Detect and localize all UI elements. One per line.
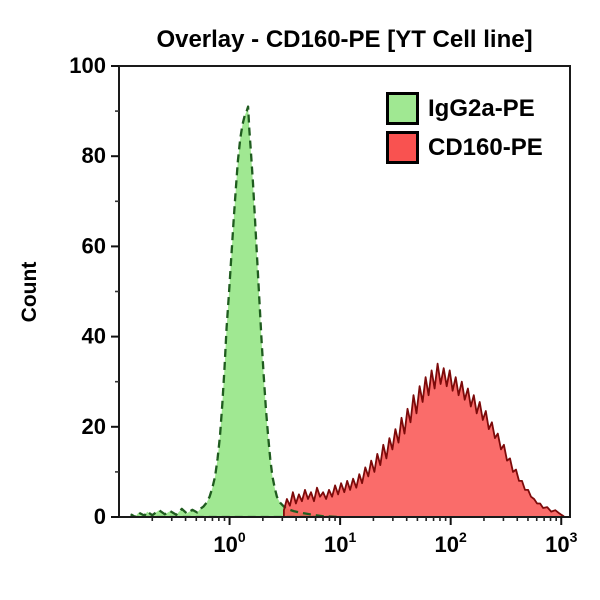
plot-area (130, 105, 565, 517)
legend-item-cd160: CD160-PE (386, 131, 543, 164)
igg2a-pe-histogram-outline (130, 105, 339, 517)
y-tick-label: 60 (82, 233, 106, 258)
x-tick-label: 103 (545, 529, 577, 557)
y-tick-label: 0 (94, 504, 106, 529)
legend-label-cd160: CD160-PE (428, 133, 543, 161)
x-tick-label: 100 (213, 529, 245, 557)
y-tick-label: 100 (69, 53, 106, 78)
legend-item-igg2a: IgG2a-PE (386, 92, 543, 125)
chart-title: Overlay - CD160-PE [YT Cell line] (156, 26, 533, 53)
cd160-pe-histogram-area (283, 363, 564, 517)
x-tick-label: 102 (435, 529, 467, 557)
igg2a-pe-histogram-area (131, 106, 338, 517)
legend-label-igg2a: IgG2a-PE (428, 94, 535, 122)
cd160-pe-histogram-outline (283, 362, 565, 517)
igg2a-pe-swatch (386, 92, 419, 125)
y-tick-label: 40 (82, 324, 106, 349)
cd160-pe-swatch (386, 131, 419, 164)
y-tick-label: 20 (82, 414, 106, 439)
x-tick-label: 101 (324, 529, 356, 557)
y-tick-label: 80 (82, 143, 106, 168)
legend: IgG2a-PE CD160-PE (386, 92, 543, 170)
